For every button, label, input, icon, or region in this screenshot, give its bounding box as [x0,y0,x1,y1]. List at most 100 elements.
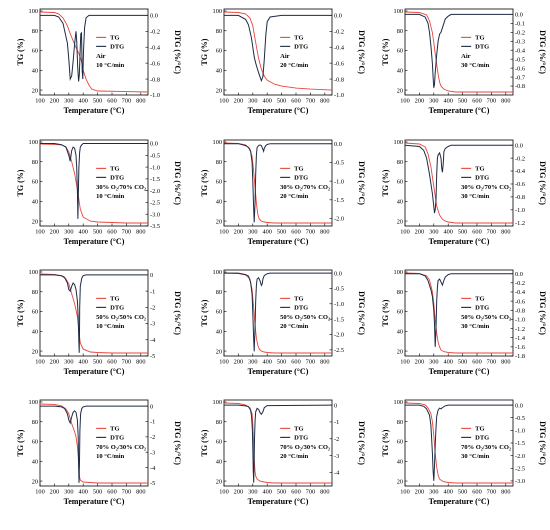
tg-tick-label: 80 [32,419,38,426]
dtg-tick-label: -0.6 [150,60,160,67]
plot-area [223,399,333,487]
x-tick-label: 200 [415,489,424,496]
atmosphere-label: 50% O₂/50% CO₂ [96,314,146,321]
x-tick-label: 300 [248,359,257,366]
legend-dtg-label: DTG [294,435,308,442]
x-tick-label: 800 [501,489,510,496]
x-tick-label: 700 [487,359,496,366]
x-tick-label: 400 [262,359,271,366]
dtg-tick-label: 0.0 [334,13,342,20]
legend-tg-label: TG [110,426,119,433]
dtg-tick-label: -0.5 [515,56,525,63]
x-tick-label: 700 [122,98,131,105]
x-tick-label: 700 [487,229,496,236]
panel-10: 100 200 300 400 500 600 700 800 20 40 60 80 100 0 -1 -2… [16,399,182,506]
x-tick-label: 800 [320,229,329,236]
tg-series-line [404,142,513,224]
legend-tg-label: TG [475,35,484,42]
plot-area [404,139,514,227]
x-tick-label: 400 [78,98,87,105]
x-tick-label: 600 [291,229,300,236]
x-axis-title: Temperature (°C) [248,237,309,246]
atmosphere-label: 70% O₂/30% CO₂ [461,444,511,451]
tg-tick-label: 60 [32,48,38,55]
dtg-tick-label: -1.5 [150,176,160,183]
tg-tick-label: 100 [394,269,403,276]
panel-7: 100 200 300 400 500 600 700 800 20 40 60 80 100 0 -1 -2… [16,269,182,376]
dtg-tick-label: 0.0 [515,271,523,278]
x-axis-title: Temperature (°C) [64,106,125,115]
atmosphere-label: Air [280,53,290,60]
dtg-tick-label: -1.0 [150,164,160,171]
dtg-tick-label: -0.6 [334,60,344,67]
legend-tg-label: TG [294,35,303,42]
tg-axis-title: TG (%) [16,38,25,65]
tg-tick-label: 80 [216,419,222,426]
x-tick-label: 700 [122,229,131,236]
x-tick-label: 500 [93,229,102,236]
dtg-tick-label: -0.6 [515,65,525,72]
dtg-tick-label: 0.0 [515,402,523,409]
x-tick-label: 800 [136,359,145,366]
tg-tick-label: 20 [216,218,222,225]
x-tick-label: 800 [136,229,145,236]
tg-series-line [404,402,513,484]
tg-tick-label: 60 [32,179,38,186]
x-tick-label: 800 [320,359,329,366]
dtg-tick-label: -1.0 [334,301,344,308]
tg-tick-label: 20 [32,348,38,355]
dtg-tick-label: -1.0 [334,92,344,99]
dtg-axis-title: DTG (%/°C) [538,30,547,74]
dtg-tick-label: -0.4 [515,289,526,296]
tg-axis-title: TG (%) [200,299,209,326]
x-tick-label: 800 [501,359,510,366]
x-tick-label: 600 [472,98,481,105]
tg-tick-label: 60 [216,48,222,55]
x-tick-label: 800 [136,489,145,496]
plot-area [223,8,333,96]
dtg-tick-label: -0.4 [515,47,526,54]
x-tick-label: 500 [277,98,286,105]
x-axis-title: Temperature (°C) [429,367,490,376]
x-tick-label: 300 [248,229,257,236]
dtg-tick-label: -0.5 [150,153,160,160]
x-tick-label: 600 [107,489,116,496]
atmosphere-label: 50% O₂/50% CO₂ [461,314,511,321]
dtg-tick-label: -0.7 [515,74,525,81]
x-tick-label: 400 [443,98,452,105]
tg-tick-label: 20 [397,87,403,94]
tg-tick-label: 40 [397,328,403,335]
dtg-tick-label: 0.0 [515,12,523,19]
x-tick-label: 200 [50,489,59,496]
tg-tick-label: 100 [29,8,38,15]
dtg-tick-label: -0.8 [150,76,160,83]
dtg-tick-label: -5 [150,353,155,360]
dtg-tick-label: -1.6 [515,344,525,351]
tg-tick-label: 60 [32,309,38,316]
x-tick-label: 800 [501,98,510,105]
dtg-series-line [40,405,148,483]
x-tick-label: 700 [306,359,315,366]
heating-rate-label: 20 °C/min [280,62,308,69]
tg-tick-label: 20 [397,218,403,225]
tg-tick-label: 40 [216,458,222,465]
dtg-series-line [40,143,148,219]
tg-tick-label: 40 [216,328,222,335]
heating-rate-label: 20 °C/min [280,453,308,460]
tg-series-line [404,11,513,93]
x-tick-label: 500 [93,98,102,105]
tg-axis-title: TG (%) [200,429,209,456]
dtg-tick-label: -0.6 [515,181,525,188]
tg-tick-label: 40 [216,67,222,74]
dtg-tick-label: 0.0 [515,142,523,149]
dtg-tick-label: -0.8 [515,83,525,90]
tg-tick-label: 40 [32,67,38,74]
x-tick-label: 100 [219,98,228,105]
dtg-tick-label: -1 [150,288,155,295]
dtg-tick-label: -2.5 [334,347,344,354]
tg-tick-label: 80 [397,159,403,166]
tg-tick-label: 40 [32,328,38,335]
dtg-series-line [40,14,148,82]
legend-tg-label: TG [110,35,119,42]
dtg-tick-label: -3.0 [515,478,525,485]
